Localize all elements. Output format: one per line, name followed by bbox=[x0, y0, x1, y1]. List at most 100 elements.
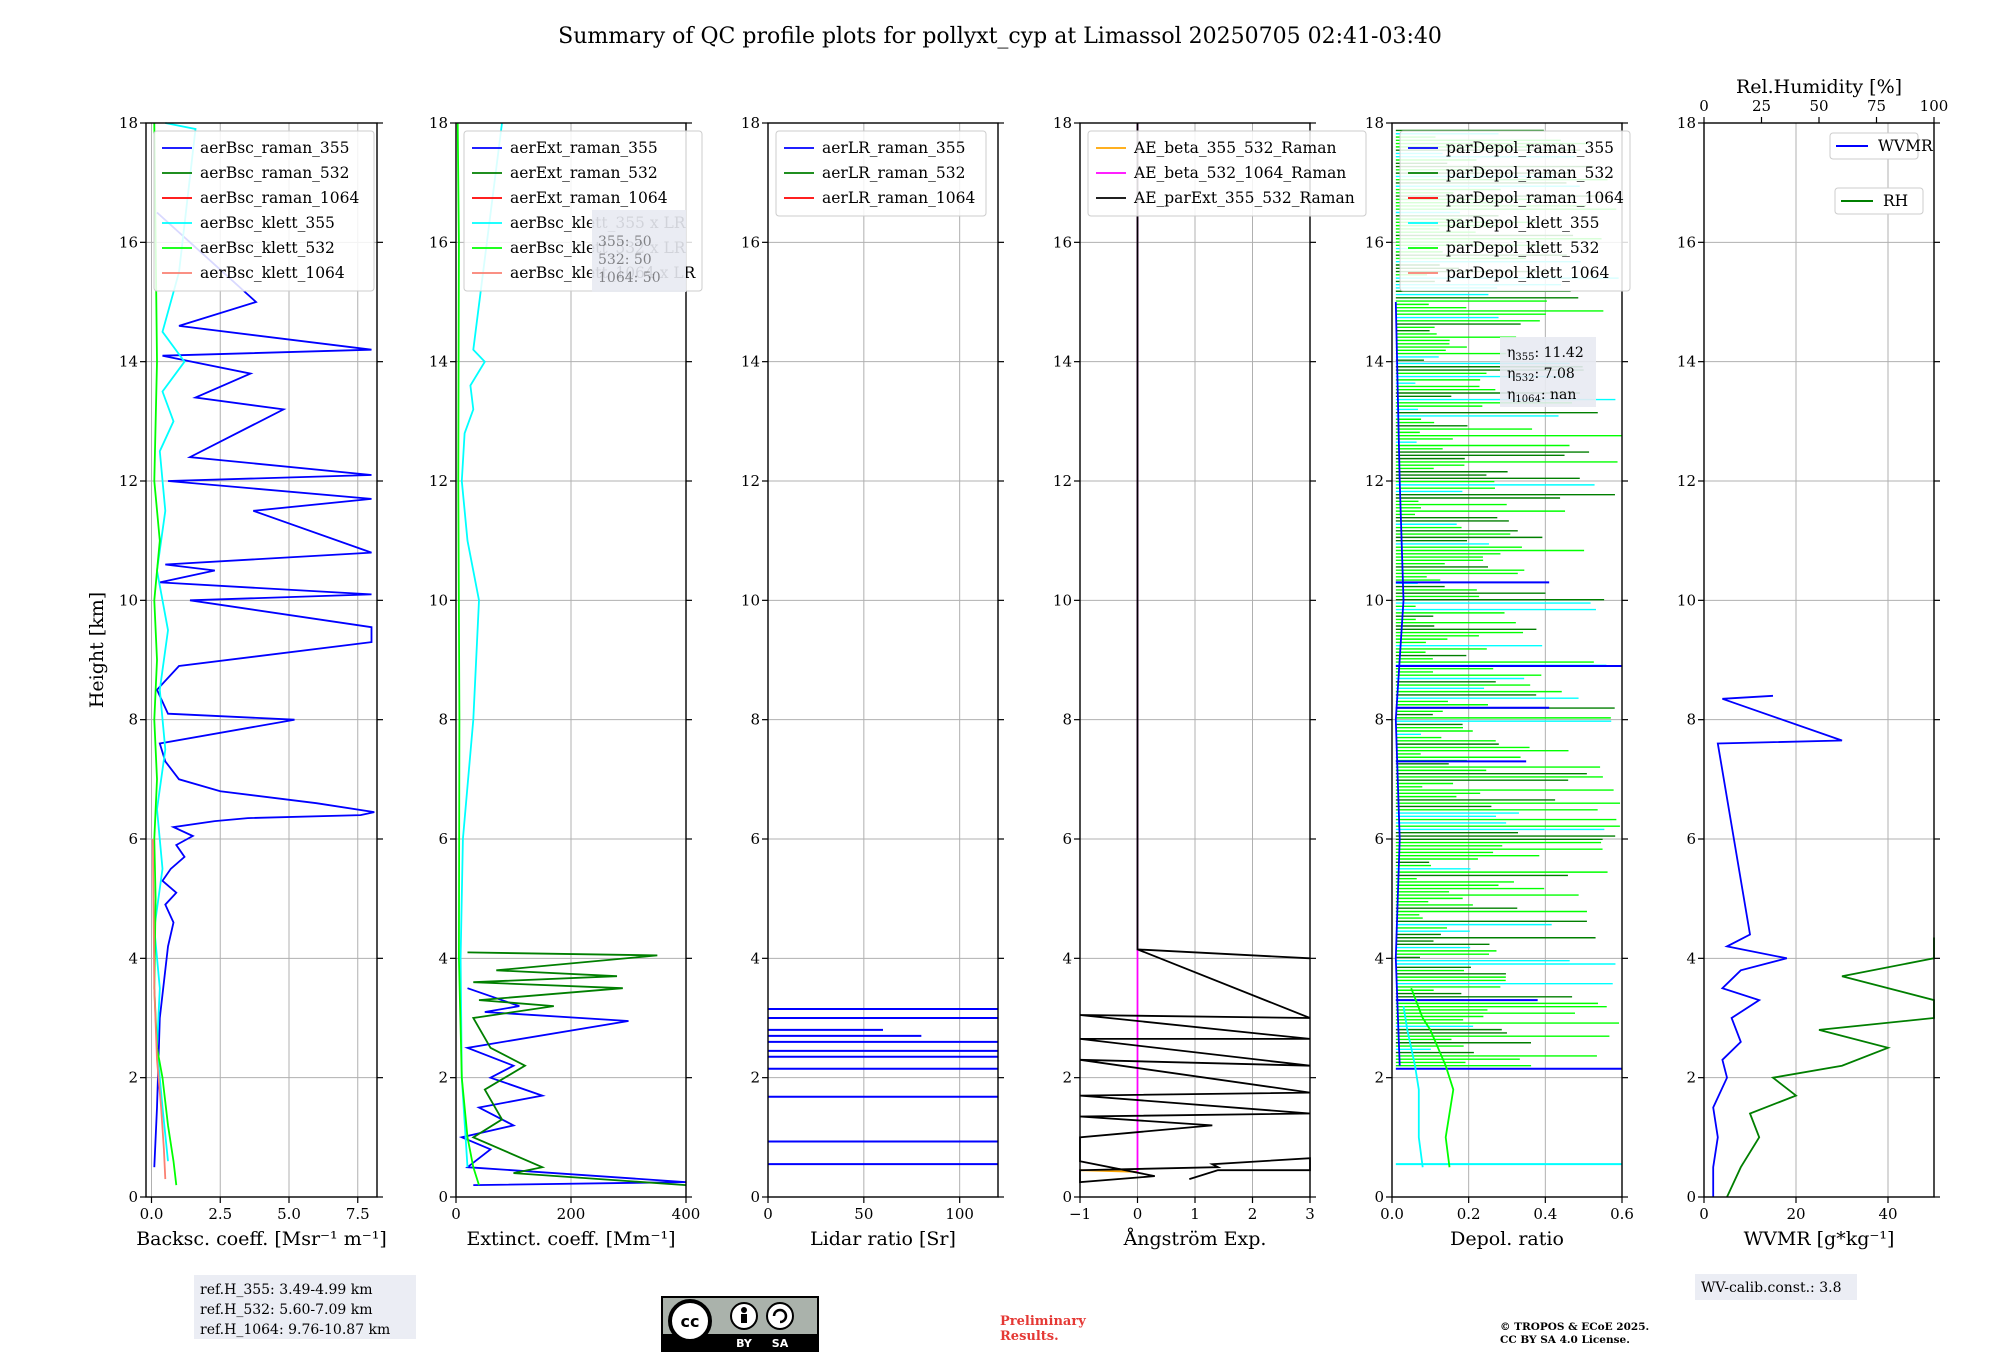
eta-box bbox=[1500, 337, 1596, 407]
cc-license-logo: cc BY SA bbox=[661, 1296, 819, 1352]
panel-backscatter: 0.0 2.5 5.0 7.5 0 2 4 6 8 10 12 14 16 18 Backsc. coeff… bbox=[119, 114, 387, 1250]
y-tick-label: 18 bbox=[1053, 114, 1072, 132]
x-tick-label: 0.4 bbox=[1533, 1205, 1557, 1223]
y-tick-label: 16 bbox=[1365, 233, 1384, 251]
series-aerBsc_klett_1064 bbox=[152, 838, 167, 1180]
legend-label: aerBsc_raman_355 bbox=[200, 139, 350, 157]
copyright-line1: © TROPOS & ECoE 2025. bbox=[1500, 1321, 1649, 1333]
x-tick-label: 200 bbox=[557, 1205, 586, 1223]
lr-label-box bbox=[592, 210, 686, 292]
lr-label-line: 1064: 50 bbox=[598, 270, 661, 286]
legend-label: parDepol_klett_532 bbox=[1446, 239, 1599, 257]
x-tick-label: 0.0 bbox=[1380, 1205, 1404, 1223]
ref-height-1064: ref.H_1064: 9.76-10.87 km bbox=[200, 1322, 390, 1338]
legend-box bbox=[775, 130, 987, 217]
series-aerBsc_klett_355 x LR bbox=[459, 122, 503, 1168]
y-tick-label: 14 bbox=[741, 353, 760, 371]
y-tick-label: 10 bbox=[1053, 591, 1072, 609]
x-tick-label: 400 bbox=[672, 1205, 701, 1223]
y-tick-label: 0 bbox=[1686, 1188, 1696, 1206]
y-tick-label: 6 bbox=[438, 830, 448, 848]
series-aerExt_raman_532 bbox=[467, 951, 687, 1186]
legend-label: aerLR_raman_355 bbox=[822, 139, 965, 157]
legend-label: aerBsc_klett_355 bbox=[200, 214, 335, 232]
top-tick-label: 25 bbox=[1752, 97, 1771, 115]
y-tick-label: 4 bbox=[438, 949, 448, 967]
x-tick-label: 5.0 bbox=[277, 1205, 301, 1223]
y-tick-label: 14 bbox=[119, 353, 138, 371]
x-tick-label: 50 bbox=[854, 1205, 873, 1223]
legend-label: aerExt_raman_1064 bbox=[510, 189, 668, 207]
x-tick-label: 2 bbox=[1248, 1205, 1258, 1223]
y-tick-label: 4 bbox=[1062, 949, 1072, 967]
legend-label: parDepol_raman_1064 bbox=[1446, 189, 1624, 207]
y-tick-label: 2 bbox=[128, 1069, 138, 1087]
preliminary-line2: Results. bbox=[1000, 1329, 1059, 1344]
x-tick-label: 0.0 bbox=[140, 1205, 164, 1223]
x-tick-label: 0 bbox=[451, 1205, 461, 1223]
top-tick-label: 100 bbox=[1920, 97, 1949, 115]
y-tick-label: 12 bbox=[119, 472, 138, 490]
x-tick-label: 0 bbox=[1133, 1205, 1143, 1223]
panels: 0.0 2.5 5.0 7.5 0 2 4 6 8 10 12 14 16 18 Backsc. coeff… bbox=[119, 76, 1948, 1250]
y-tick-label: 6 bbox=[128, 830, 138, 848]
legend-label: aerExt_raman_355 bbox=[510, 139, 658, 157]
y-tick-label: 10 bbox=[119, 591, 138, 609]
y-tick-label: 2 bbox=[1374, 1069, 1384, 1087]
series-aerBsc_raman_355 bbox=[153, 211, 375, 1168]
y-tick-label: 2 bbox=[1062, 1069, 1072, 1087]
series-aerBsc_klett_355 bbox=[153, 122, 197, 1162]
y-tick-label: 10 bbox=[429, 591, 448, 609]
y-tick-label: 10 bbox=[741, 591, 760, 609]
x-tick-label: 100 bbox=[945, 1205, 974, 1223]
axes-frame bbox=[767, 122, 999, 1198]
axes-frame bbox=[1391, 122, 1623, 1198]
legend-box bbox=[1834, 187, 1924, 215]
y-tick-label: 6 bbox=[750, 830, 760, 848]
y-tick-label: 6 bbox=[1374, 830, 1384, 848]
top-tick-label: 75 bbox=[1867, 97, 1886, 115]
series-parDepol_raman_355 bbox=[1394, 301, 1405, 1066]
x-axis-label: Extinct. coeff. [Mm⁻¹] bbox=[466, 1228, 675, 1250]
y-tick-label: 16 bbox=[741, 233, 760, 251]
y-tick-label: 2 bbox=[438, 1069, 448, 1087]
y-tick-label: 8 bbox=[128, 711, 138, 729]
series-WVMR bbox=[1712, 694, 1843, 1197]
y-tick-label: 6 bbox=[1062, 830, 1072, 848]
x-axis-label: Depol. ratio bbox=[1450, 1228, 1564, 1250]
y-tick-label: 12 bbox=[741, 472, 760, 490]
y-tick-label: 14 bbox=[429, 353, 448, 371]
y-tick-label: 18 bbox=[1677, 114, 1696, 132]
x-tick-label: 7.5 bbox=[346, 1205, 370, 1223]
y-tick-label: 18 bbox=[119, 114, 138, 132]
x-axis-label: Ångström Exp. bbox=[1123, 1228, 1267, 1250]
legend-box bbox=[153, 130, 375, 292]
y-tick-label: 0 bbox=[1374, 1188, 1384, 1206]
y-tick-label: 12 bbox=[429, 472, 448, 490]
x-tick-label: 40 bbox=[1878, 1205, 1897, 1223]
legend-label: parDepol_raman_355 bbox=[1446, 139, 1614, 157]
x-tick-label: 2.5 bbox=[208, 1205, 232, 1223]
x-axis-label: Backsc. coeff. [Msr⁻¹ m⁻¹] bbox=[136, 1228, 387, 1250]
legend-label: parDepol_klett_1064 bbox=[1446, 264, 1609, 282]
copyright-line2: CC BY SA 4.0 License. bbox=[1500, 1334, 1630, 1346]
legend-label: aerBsc_klett_532 bbox=[200, 239, 335, 257]
legend-label: aerLR_raman_1064 bbox=[822, 189, 975, 207]
legend-label: WVMR bbox=[1878, 137, 1934, 155]
y-tick-label: 8 bbox=[1062, 711, 1072, 729]
y-tick-label: 18 bbox=[741, 114, 760, 132]
y-tick-label: 2 bbox=[1686, 1069, 1696, 1087]
legend-label: aerExt_raman_532 bbox=[510, 164, 658, 182]
legend-label: parDepol_raman_532 bbox=[1446, 164, 1614, 182]
panel-depol: 0.0 0.2 0.4 0.6 0 2 4 6 8 10 12 14 16 18 Depol. ratio p… bbox=[1365, 114, 1634, 1250]
y-tick-label: 8 bbox=[1686, 711, 1696, 729]
x-tick-label: 0.2 bbox=[1457, 1205, 1481, 1223]
y-tick-label: 10 bbox=[1677, 591, 1696, 609]
ref-height-355: ref.H_355: 3.49-4.99 km bbox=[200, 1282, 373, 1298]
panel-wvmr: 0 20 40 0 2 4 6 8 10 12 14 16 18 WVMR [g*kg⁻¹] WVMR RH R… bbox=[1677, 76, 1948, 1250]
ref-height-532: ref.H_532: 5.60-7.09 km bbox=[200, 1302, 373, 1318]
y-tick-label: 0 bbox=[128, 1188, 138, 1206]
lr-label-line: 532: 50 bbox=[598, 252, 652, 268]
y-tick-label: 14 bbox=[1053, 353, 1072, 371]
